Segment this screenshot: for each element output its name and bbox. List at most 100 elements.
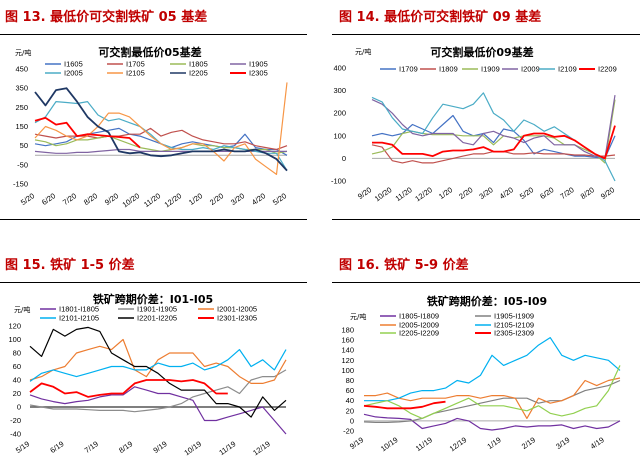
legend-label: I2001-I2005: [217, 305, 257, 314]
legend-label: I2005: [64, 69, 83, 78]
y-tick-label: -40: [10, 430, 21, 439]
y-tick-label: 450: [15, 65, 28, 74]
x-tick-label: 10/19: [379, 435, 400, 453]
series-line-i2305: [34, 117, 141, 149]
series-line-i2105: [34, 82, 288, 175]
x-tick-label: 6/19: [48, 439, 65, 455]
legend-label: I1709: [399, 65, 418, 74]
x-tick-label: 10/19: [182, 439, 203, 457]
y-tick-label: 160: [341, 336, 354, 345]
y-tick-label: 140: [341, 346, 354, 355]
y-tick-label: 180: [341, 326, 354, 335]
legend-label: I2209: [598, 65, 617, 74]
y-tick-label: 20: [346, 406, 354, 415]
x-tick-label: 2/20: [457, 185, 474, 201]
series-line-i2201-i2205: [29, 326, 287, 418]
y-tick-label: -100: [331, 177, 346, 186]
legend-label: I1605: [64, 60, 83, 69]
legend-label: I2205: [189, 69, 208, 78]
legend-label: I1805: [189, 60, 208, 69]
chart-title: 铁矿跨期价差：I01-I05: [92, 293, 214, 306]
x-tick-label: 10/20: [121, 191, 142, 209]
x-tick-label: 10/20: [373, 185, 394, 203]
legend-label: I1805-I1809: [399, 312, 439, 321]
x-tick-label: 3/19: [554, 435, 571, 451]
x-tick-label: 2/19: [520, 435, 537, 451]
x-tick-label: 7/19: [83, 439, 100, 455]
y-unit-label: 元/吨: [14, 306, 31, 314]
legend-label: I2301-I2305: [217, 314, 257, 323]
legend-label: I2005-I2009: [399, 321, 439, 330]
x-tick-label: 3/20: [478, 185, 495, 201]
figure-14-label: 图 14. 最低价可交割铁矿 09 基差: [339, 10, 542, 25]
y-tick-label: -20: [343, 427, 354, 436]
x-tick-label: 8/19: [117, 439, 134, 455]
divider: [0, 219, 307, 220]
y-tick-label: 100: [341, 366, 354, 375]
x-tick-label: 9/19: [152, 439, 169, 455]
y-tick-label: 40: [13, 376, 21, 385]
series-line-i2205-i2209: [363, 365, 621, 419]
legend-label: I2009: [521, 65, 540, 74]
figure-16-label: 图 16. 铁矿 5-9 价差: [339, 258, 469, 273]
legend-label: I1801-I1805: [59, 305, 99, 314]
x-tick-label: 7/20: [559, 185, 576, 201]
y-tick-label: 60: [13, 362, 21, 371]
y-tick-label: 350: [15, 84, 28, 93]
legend-label: I1901-I1905: [137, 305, 177, 314]
x-tick-label: 1/20: [187, 191, 204, 207]
x-tick-label: 11/20: [142, 191, 162, 209]
figure-15-label: 图 15. 铁矿 1-5 价差: [5, 258, 135, 273]
y-tick-label: 80: [13, 349, 21, 358]
legend-label: I1909: [481, 65, 500, 74]
legend-label: I2105-I2109: [494, 321, 534, 330]
y-tick-label: 150: [15, 122, 28, 131]
y-tick-label: 100: [8, 335, 21, 344]
y-tick-label: 200: [333, 109, 346, 118]
y-tick-label: 0: [17, 403, 21, 412]
series-line-i2209: [372, 125, 616, 160]
y-tick-label: 100: [333, 131, 346, 140]
y-tick-label: -150: [13, 180, 28, 189]
y-tick-label: 0: [342, 154, 346, 163]
x-tick-label: 12/20: [413, 185, 434, 203]
y-unit-label: 元/吨: [350, 313, 367, 321]
x-tick-label: 2/20: [208, 191, 225, 207]
x-tick-label: 5/20: [271, 191, 288, 207]
figure-13-label: 图 13. 最低价可交割铁矿 05 基差: [5, 10, 208, 25]
divider: [0, 34, 307, 35]
divider: [332, 219, 640, 220]
x-tick-label: 5/19: [14, 439, 31, 455]
series-line-i1801-i1805: [29, 386, 287, 435]
y-tick-label: 0: [350, 416, 354, 425]
legend-label: I2205-I2209: [399, 329, 439, 338]
series-line-i2109: [371, 92, 616, 182]
legend-label: I1705: [126, 60, 145, 69]
legend-label: I2101-I2105: [59, 314, 99, 323]
series-line-i2305-i2309: [363, 400, 446, 410]
x-tick-label: 1/20: [437, 185, 454, 201]
series-line-i2009: [371, 95, 616, 159]
legend-label: I1905: [249, 60, 268, 69]
y-tick-label: 20: [13, 389, 21, 398]
legend-label: I2105: [126, 69, 145, 78]
series-line-i2101-i2105: [29, 349, 287, 382]
x-tick-label: 1/19: [486, 435, 503, 451]
y-tick-label: 120: [341, 356, 354, 365]
series-line-i2005-i2009: [364, 377, 621, 419]
y-tick-label: 250: [15, 103, 28, 112]
y-tick-label: 120: [8, 322, 21, 331]
legend-label: I2305-I2309: [494, 329, 534, 338]
legend-label: I2201-I2205: [137, 314, 177, 323]
x-tick-label: 9/20: [599, 185, 616, 201]
legend-label: I1809: [439, 65, 458, 74]
series-line-i1709: [371, 114, 616, 159]
chart-title: 可交割最低价09基差: [430, 46, 534, 59]
x-tick-label: 11/19: [217, 439, 237, 457]
y-tick-label: -50: [17, 160, 28, 169]
x-tick-label: 7/20: [61, 191, 78, 207]
